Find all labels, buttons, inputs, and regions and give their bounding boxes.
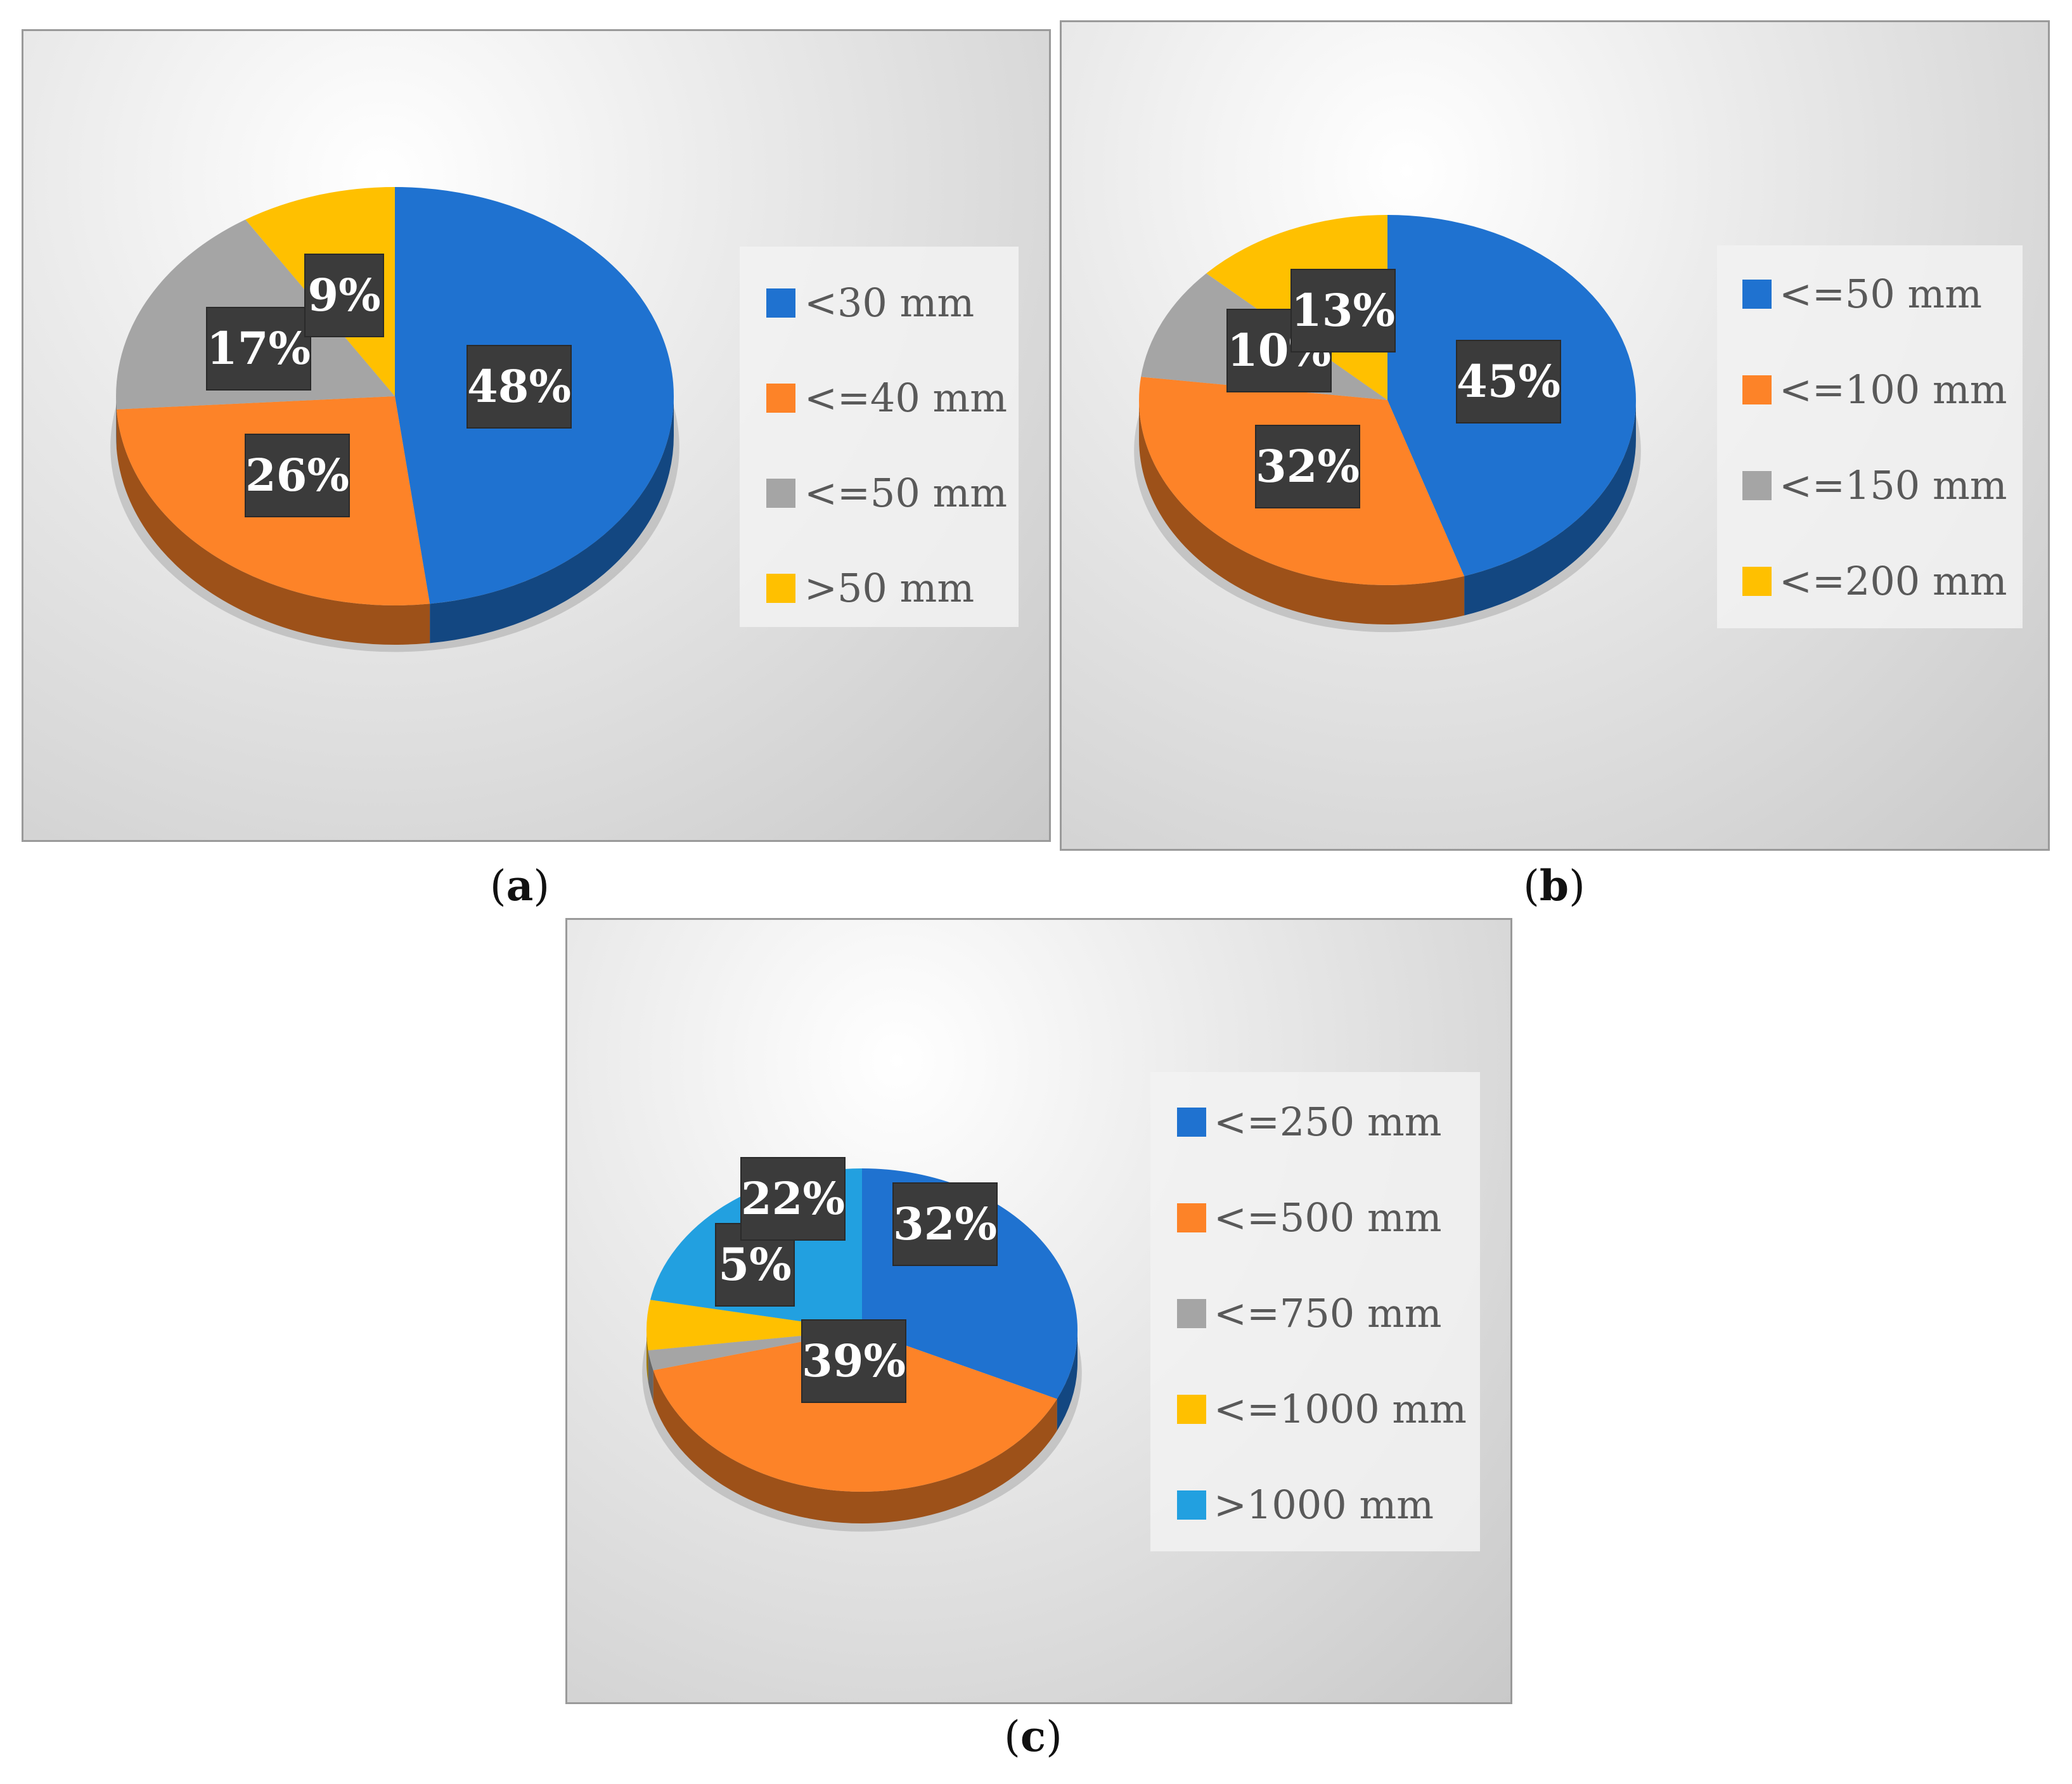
data-label-box <box>801 1319 906 1403</box>
legend-swatch <box>1177 1299 1206 1328</box>
legend-item: <=750 mm <box>1177 1290 1442 1336</box>
data-label: 22% <box>740 1157 846 1241</box>
pie-slice-side <box>1057 1330 1078 1431</box>
legend-label: <=250 mm <box>1214 1099 1442 1145</box>
data-label-text: 32% <box>893 1198 997 1250</box>
pie-slice-side <box>430 396 674 643</box>
legend-item: <30 mm <box>766 280 974 326</box>
legend-label: <=50 mm <box>804 470 1007 516</box>
legend-item: <=500 mm <box>1177 1194 1442 1241</box>
pie-chart-a: 48% 26% 17%9% <30 mm <=40 mm <=50 mm >50 mm <box>110 187 1019 652</box>
data-label: 9% <box>304 254 384 337</box>
pie-chart-b: 45%32%10%13% <=50 mm<=100 mm<=150 mm<=200… <box>1134 215 2023 633</box>
legend-swatch <box>1742 471 1772 500</box>
data-label-box <box>467 345 572 429</box>
legend-item: <=150 mm <box>1742 462 2007 508</box>
pie-slice-side <box>116 396 117 449</box>
caption-a: (a) <box>489 861 550 910</box>
data-label-box <box>206 307 311 391</box>
chart-panel-c: 32% 39% 5% 22% <=250 mm <=500 mm <=750 mm <=100… <box>565 918 1512 1704</box>
data-label-box <box>304 254 384 337</box>
pie-slice-side <box>1464 400 1636 616</box>
data-label-box <box>740 1157 846 1241</box>
legend-swatch <box>766 384 795 413</box>
data-label-text: 22% <box>741 1172 845 1225</box>
data-label-text: 17% <box>207 322 311 375</box>
data-label-text: 9% <box>307 269 380 321</box>
legend-item: <=100 mm <box>1742 366 2007 413</box>
data-label: 32% <box>892 1182 998 1266</box>
legend-item: >50 mm <box>766 565 974 611</box>
caption-b: (b) <box>1523 861 1585 910</box>
legend-label: <30 mm <box>804 280 974 326</box>
pie-slice-side <box>653 1370 1057 1523</box>
legend-item: >1000 mm <box>1177 1482 1434 1528</box>
legend-label: >1000 mm <box>1214 1482 1434 1528</box>
pie-slice-side <box>116 409 430 645</box>
legend: <30 mm <=40 mm <=50 mm >50 mm <box>740 247 1019 627</box>
legend-swatch <box>1742 567 1772 596</box>
data-label: 13% <box>1290 269 1396 352</box>
data-label: 26% <box>245 434 350 517</box>
legend-swatch <box>1177 1203 1206 1232</box>
legend-swatch <box>766 288 795 318</box>
data-label-box <box>1456 340 1561 423</box>
caption-c: (c) <box>1004 1712 1062 1761</box>
legend: <=50 mm <=100 mm <=150 mm <=200 mm <box>1717 245 2023 628</box>
data-label-text: 13% <box>1291 284 1395 337</box>
pie-slice-side <box>648 1350 653 1402</box>
legend-label: >50 mm <box>804 565 974 611</box>
data-label-text: 5% <box>718 1238 791 1291</box>
legend-label: <=50 mm <box>1779 271 1982 317</box>
legend-label: <=100 mm <box>1779 366 2007 413</box>
legend-swatch <box>1177 1108 1206 1137</box>
legend-swatch <box>1742 280 1772 309</box>
legend-swatch <box>1177 1395 1206 1424</box>
legend-swatch <box>766 574 795 603</box>
pie-slice <box>647 1300 862 1350</box>
legend-item: <=40 mm <box>766 375 1007 421</box>
data-label-box <box>1255 425 1360 508</box>
pie-chart-c: 32% 39%5% 22% <=250 mm <=500 mm <=750 mm <=100… <box>642 1072 1480 1551</box>
legend-item: <=50 mm <box>766 470 1007 516</box>
legend-item: <=200 mm <box>1742 558 2007 604</box>
data-label-box <box>1290 269 1396 352</box>
data-label: 39% <box>801 1319 906 1403</box>
data-label: 48% <box>467 345 572 429</box>
legend-label: <=150 mm <box>1779 462 2007 508</box>
pie-slice <box>653 1330 1057 1492</box>
legend-swatch <box>1177 1490 1206 1520</box>
data-label-text: 39% <box>802 1335 906 1387</box>
chart-panel-b: 45% 32% 10% 13% <=50 mm <=100 mm <=150 mm <=200… <box>1060 20 2050 851</box>
legend-box <box>1717 245 2023 628</box>
pie-slice-side <box>647 1330 648 1382</box>
legend-swatch <box>1742 375 1772 404</box>
legend-label: <=500 mm <box>1214 1194 1442 1241</box>
data-label-text: 48% <box>467 360 571 413</box>
legend-label: <=750 mm <box>1214 1290 1442 1336</box>
pie-slice-side <box>1139 400 1465 624</box>
data-label-box <box>892 1182 998 1266</box>
data-label-box <box>245 434 350 517</box>
legend-item: <=50 mm <box>1742 271 1982 317</box>
legend-label: <=200 mm <box>1779 558 2007 604</box>
legend-swatch <box>766 479 795 508</box>
data-label: 17% <box>206 307 311 391</box>
legend-item: <=250 mm <box>1177 1099 1442 1145</box>
legend: <=250 mm <=500 mm <=750 mm <=1000 mm >1000 m… <box>1150 1072 1480 1551</box>
data-label-text: 32% <box>1256 440 1360 493</box>
data-label-text: 45% <box>1457 355 1560 408</box>
data-label-text: 26% <box>245 449 349 501</box>
legend-label: <=40 mm <box>804 375 1007 421</box>
legend-item: <=1000 mm <box>1177 1386 1467 1432</box>
chart-panel-a: 48% 26% 17% 9% <30 mm <=40 mm <=50 mm >50 mm <box>22 29 1051 842</box>
data-label: 32% <box>1255 425 1360 508</box>
legend-label: <=1000 mm <box>1214 1386 1467 1432</box>
data-label: 45% <box>1456 340 1561 423</box>
